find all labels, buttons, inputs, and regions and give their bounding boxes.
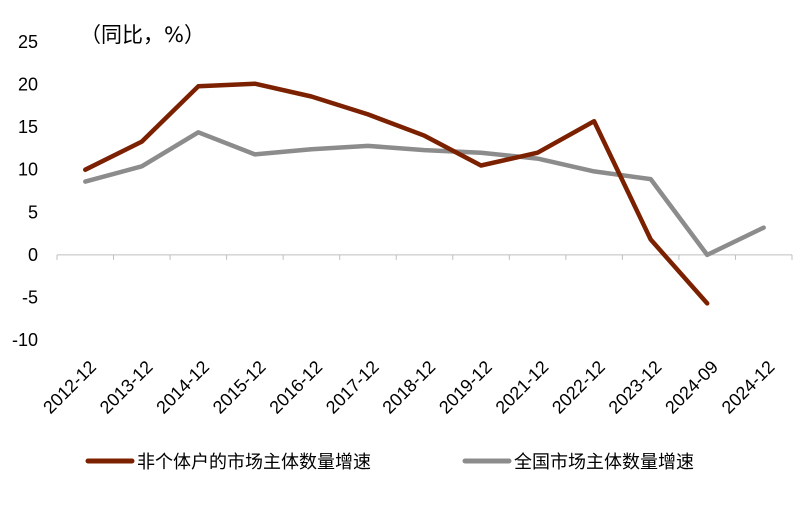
x-tick-label: 2017-12	[322, 357, 383, 418]
x-tick-label: 2019-12	[435, 357, 496, 418]
y-tick-label: 15	[18, 117, 38, 137]
x-tick-label: 2021-12	[492, 357, 553, 418]
y-tick-label: 20	[18, 75, 38, 95]
x-tick-label: 2024-09	[661, 357, 722, 418]
x-tick-label: 2023-12	[605, 357, 666, 418]
x-tick-label: 2024-12	[718, 357, 779, 418]
x-tick-label: 2018-12	[378, 357, 439, 418]
series-line-1	[83, 81, 710, 306]
legend-label-2: 全国市场主体数量增速	[514, 452, 694, 473]
x-tick-label: 2016-12	[265, 357, 326, 418]
unit-label: （同比，%）	[80, 23, 205, 47]
x-tick-label: 2015-12	[209, 357, 270, 418]
series-line-2	[83, 130, 766, 258]
y-tick-label: 25	[18, 32, 38, 52]
x-axis: 2012-122013-122014-122015-122016-122017-…	[39, 254, 793, 418]
legend-label-1: 非个体户的市场主体数量增速	[137, 452, 371, 473]
x-tick-label: 2013-12	[96, 357, 157, 418]
y-tick-label: 0	[28, 245, 38, 265]
x-tick-label: 2014-12	[152, 357, 213, 418]
y-axis: 25 20 15 10 5 0 -5 -10	[12, 32, 38, 350]
x-tick-label: 2012-12	[39, 357, 100, 418]
y-tick-label: 10	[18, 160, 38, 180]
y-tick-label: -5	[22, 287, 38, 307]
series-layer	[83, 81, 766, 306]
y-tick-label: -10	[12, 330, 38, 350]
legend: 非个体户的市场主体数量增速 全国市场主体数量增速	[85, 452, 694, 473]
x-tick-label: 2022-12	[548, 357, 609, 418]
y-tick-label: 5	[28, 202, 38, 222]
